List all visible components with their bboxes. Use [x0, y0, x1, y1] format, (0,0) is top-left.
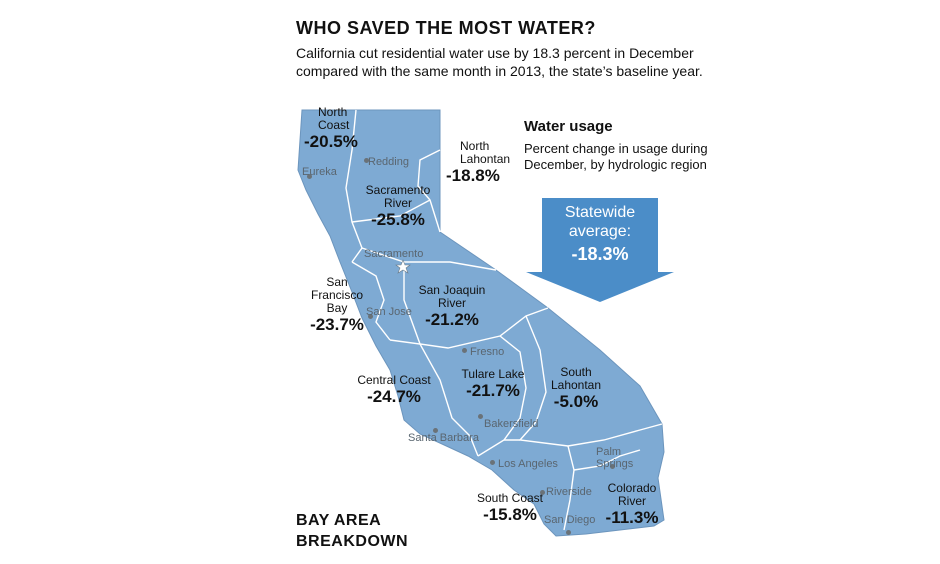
- region-name: Tulare Lake: [461, 367, 525, 381]
- statewide-arrow: [526, 198, 674, 302]
- city-palm-springs: Palm Springs: [596, 446, 634, 470]
- statewide-line1: Statewide: [564, 204, 636, 221]
- border-north-coast: [345, 109, 363, 263]
- statewide-line2: average:: [568, 223, 632, 240]
- region-san-francisco-bay: San Francisco Bay -23.7%: [300, 276, 374, 335]
- eureka-dot-icon: [307, 174, 312, 179]
- city-sacramento: Sacramento: [364, 248, 424, 260]
- region-tulare-lake: Tulare Lake -21.7%: [456, 368, 530, 401]
- statewide-average: Statewide average: -18.3%: [540, 203, 660, 267]
- capital-star-icon: [395, 259, 411, 274]
- bay-area-breakdown-heading: BAY AREA BREAKDOWN: [296, 510, 408, 552]
- region-value: -21.7%: [466, 381, 520, 400]
- breakdown-line1: BAY AREA: [296, 512, 382, 529]
- redding-dot-icon: [364, 158, 369, 163]
- santa-barbara-dot-icon: [433, 428, 438, 433]
- bakersfield-dot-icon: [478, 414, 483, 419]
- region-value: -21.2%: [425, 310, 479, 329]
- city-riverside: Riverside: [546, 486, 592, 498]
- city-redding: Redding: [368, 156, 409, 168]
- city-santa-barbara: Santa Barbara: [408, 432, 479, 444]
- city-eureka: Eureka: [302, 166, 337, 178]
- border-sf-bay: [351, 261, 391, 341]
- region-name: South Coast: [476, 491, 544, 505]
- city-fresno: Fresno: [470, 346, 505, 358]
- region-value: -15.8%: [483, 505, 537, 524]
- region-name: San Francisco Bay: [310, 275, 363, 315]
- region-value: -18.8%: [446, 166, 500, 185]
- border-sacramento: [351, 199, 497, 271]
- border-colorado: [573, 449, 641, 471]
- region-name: South Lahontan: [550, 365, 602, 392]
- border-tulare: [477, 335, 527, 457]
- region-north-lahontan: North Lahontan -18.8%: [446, 140, 510, 186]
- region-name: Colorado River: [607, 481, 657, 508]
- border-north-lahontan: [417, 149, 441, 233]
- region-value: -5.0%: [553, 392, 599, 411]
- region-value: -11.3%: [605, 508, 659, 527]
- region-name: North Coast: [318, 105, 350, 132]
- region-value: -24.7%: [367, 387, 421, 406]
- region-value: -23.7%: [310, 315, 364, 334]
- california-outline: [297, 109, 665, 537]
- city-bakersfield: Bakersfield: [484, 418, 539, 430]
- page-subtitle: California cut residential water use by …: [296, 45, 703, 79]
- legend-title: Water usage: [524, 118, 613, 135]
- riverside-dot-icon: [540, 490, 545, 495]
- region-value: -25.8%: [371, 210, 425, 229]
- city-san-diego: San Diego: [544, 514, 596, 526]
- san-jose-dot-icon: [368, 314, 373, 319]
- region-colorado-river: Colorado River -11.3%: [600, 482, 664, 528]
- region-borders: [345, 109, 663, 531]
- region-name: Sacramento River: [365, 183, 431, 210]
- region-south-lahontan: South Lahontan -5.0%: [544, 366, 608, 412]
- border-central-coast: [389, 339, 479, 457]
- region-name: San Joaquin River: [418, 283, 486, 310]
- city-los-angeles: Los Angeles: [498, 458, 558, 470]
- breakdown-line2: BREAKDOWN: [296, 533, 409, 550]
- page-title: WHO SAVED THE MOST WATER?: [296, 18, 596, 38]
- fresno-dot-icon: [462, 348, 467, 353]
- palm-springs-dot-icon: [610, 464, 615, 469]
- region-north-coast: North Coast -20.5%: [304, 106, 358, 152]
- region-central-coast: Central Coast -24.7%: [354, 374, 434, 407]
- los-angeles-dot-icon: [490, 460, 495, 465]
- region-name: North Lahontan: [460, 139, 511, 166]
- legend-description: Percent change in usage during December,…: [524, 141, 708, 172]
- city-san-jose: San Jose: [366, 306, 412, 318]
- san-diego-dot-icon: [566, 530, 571, 535]
- statewide-value: -18.3%: [571, 244, 629, 264]
- border-south-coast: [504, 439, 575, 531]
- region-san-joaquin-river: San Joaquin River -21.2%: [408, 284, 496, 330]
- region-sacramento-river: Sacramento River -25.8%: [360, 184, 436, 230]
- region-name: Central Coast: [357, 373, 431, 387]
- region-south-coast: South Coast -15.8%: [470, 492, 550, 525]
- region-value: -20.5%: [304, 132, 358, 151]
